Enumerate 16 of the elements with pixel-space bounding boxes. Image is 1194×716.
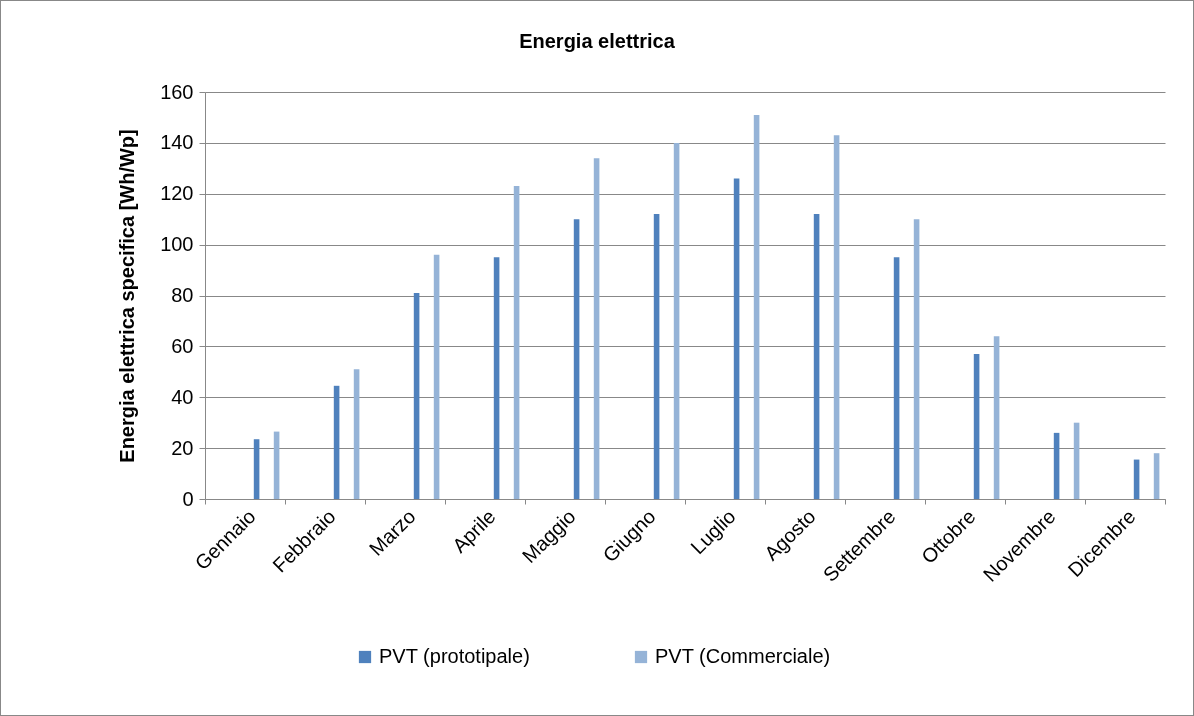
- y-tick-label: 60: [171, 334, 194, 357]
- y-tick-label: 0: [182, 487, 194, 510]
- bar: [253, 439, 260, 499]
- y-tick-label: 100: [160, 233, 194, 256]
- y-tick-label: 40: [171, 385, 194, 408]
- bar: [1153, 453, 1160, 499]
- y-tick-label: 160: [160, 80, 194, 103]
- bar: [353, 369, 360, 499]
- legend-label: PVT (prototipale): [379, 645, 530, 667]
- y-tick-label: 120: [160, 182, 194, 205]
- chart-title: Energia elettrica: [519, 30, 676, 52]
- y-tick-label: 20: [171, 436, 194, 459]
- legend-label: PVT (Commerciale): [655, 645, 831, 667]
- y-axis-title: Energia elettrica specifica [Wh/Wp]: [116, 129, 139, 463]
- y-tick-label: 80: [171, 284, 194, 306]
- y-tick-label: 140: [160, 131, 194, 154]
